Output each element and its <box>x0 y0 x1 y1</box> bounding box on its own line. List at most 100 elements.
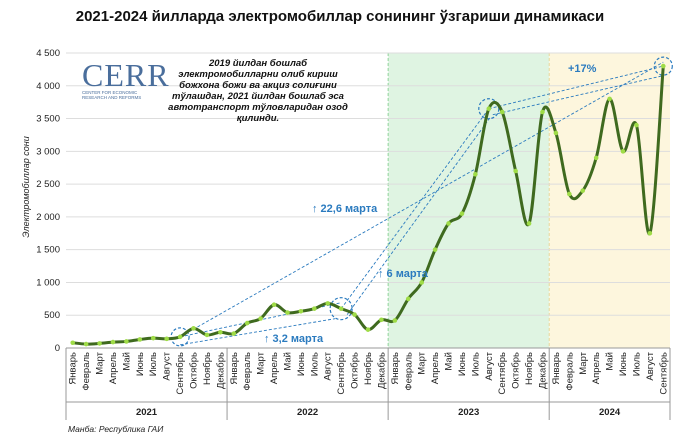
band-2024 <box>549 53 670 348</box>
highlight-circle <box>329 297 353 321</box>
trend-line-6x <box>340 108 490 309</box>
data-point <box>191 326 196 331</box>
x-tick-label: Июль <box>309 352 320 376</box>
data-point <box>432 247 438 252</box>
year-label: 2021 <box>136 407 158 418</box>
x-tick-label: Декабрь <box>537 352 548 389</box>
data-point <box>177 334 183 340</box>
data-point <box>352 312 357 317</box>
x-tick-label: Июнь <box>457 352 468 376</box>
y-tick-label: 3 500 <box>36 114 60 125</box>
highlight-circle <box>478 98 500 120</box>
x-tick-label: Ноябрь <box>202 352 213 385</box>
data-point <box>218 329 223 335</box>
data-point <box>83 341 89 347</box>
y-tick-label: 2 500 <box>36 179 60 190</box>
data-point <box>553 130 559 136</box>
cerr-logo: CERR CENTER FOR ECONOMIC RESEARCH AND RE… <box>82 57 170 100</box>
highlight-circle <box>653 56 673 76</box>
x-tick-label: Апрель <box>430 352 441 384</box>
logo-brand: CERR <box>82 57 170 93</box>
x-tick-label: Июнь <box>135 352 146 376</box>
data-point <box>258 316 263 321</box>
x-tick-label: Сентябрь <box>658 352 669 395</box>
data-point <box>513 168 518 174</box>
x-tick-label: Декабрь <box>376 352 387 389</box>
y-tick-label: 3 000 <box>36 146 60 157</box>
y-tick-label: 4 000 <box>36 81 60 92</box>
x-tick-label: Апрель <box>108 352 119 384</box>
data-point <box>607 96 612 102</box>
x-tick-label: Март <box>95 351 106 374</box>
x-tick-label: Апрель <box>269 352 280 384</box>
x-tick-label: Март <box>417 351 428 374</box>
data-point <box>499 109 505 115</box>
x-tick-label: Август <box>162 351 173 380</box>
data-point <box>231 331 237 336</box>
data-point <box>473 171 478 177</box>
x-tick-label: Февраль <box>81 352 92 391</box>
data-point <box>164 336 169 342</box>
annotation-label: ↑ 6 марта <box>378 268 429 280</box>
data-point <box>526 221 532 226</box>
y-tick-label: 1 000 <box>36 277 60 288</box>
data-point <box>405 296 411 302</box>
data-point <box>634 122 639 128</box>
source-note: Манба: Республика ГАИ <box>68 424 164 434</box>
y-tick-label: 4 500 <box>36 48 60 59</box>
x-tick-label: Сентябрь <box>497 352 508 395</box>
data-point <box>204 332 210 338</box>
data-point <box>365 327 371 332</box>
x-tick-label: Май <box>444 352 455 371</box>
x-tick-label: Сентябрь <box>175 352 186 395</box>
x-tick-label: Июль <box>148 352 159 376</box>
data-point <box>137 337 143 342</box>
x-tick-label: Ноябрь <box>524 352 535 385</box>
trend-line-17pct-lower <box>492 75 662 116</box>
y-tick-label: 2 000 <box>36 212 60 223</box>
year-label: 2022 <box>297 407 318 418</box>
x-tick-label: Октябрь <box>511 352 522 389</box>
annotation-label: +17% <box>568 63 597 75</box>
data-point <box>593 155 599 161</box>
x-tick-label: Сентябрь <box>336 352 347 395</box>
year-label: 2024 <box>599 407 621 418</box>
y-tick-label: 1 500 <box>36 245 60 256</box>
x-tick-label: Январь <box>229 352 240 385</box>
x-tick-label: Январь <box>390 352 401 385</box>
x-tick-label: Май <box>282 352 293 371</box>
data-point <box>312 306 317 311</box>
annotation-label: ↑ 22,6 марта <box>312 203 378 215</box>
x-tick-label: Октябрь <box>350 352 361 389</box>
data-point <box>419 280 424 285</box>
series-line <box>72 65 665 346</box>
x-tick-label: Июнь <box>296 352 307 376</box>
data-point <box>298 308 304 314</box>
data-point <box>660 63 666 69</box>
data-point <box>446 221 451 226</box>
data-point <box>124 339 129 344</box>
x-tick-label: Июль <box>470 352 481 376</box>
logo-subtitle: CENTER FOR ECONOMIC RESEARCH AND REFORMS <box>82 90 142 100</box>
data-point <box>150 335 156 341</box>
page-title: 2021-2024 йилларда электромобиллар сонин… <box>75 8 605 25</box>
data-point <box>580 188 586 193</box>
x-tick-label: Февраль <box>403 352 414 391</box>
x-tick-label: Январь <box>551 352 562 385</box>
data-point <box>486 106 492 112</box>
data-point <box>392 318 398 323</box>
x-tick-label: Август <box>323 351 334 380</box>
highlight-circle <box>170 327 190 347</box>
x-tick-label: Январь <box>68 352 79 385</box>
x-tick-label: Август <box>484 351 495 380</box>
x-tick-label: Март <box>256 351 267 374</box>
data-point <box>110 339 116 345</box>
data-point <box>620 149 626 154</box>
data-point <box>338 306 344 311</box>
data-point <box>271 302 277 308</box>
data-point <box>244 320 250 326</box>
y-tick-label: 0 <box>55 343 60 354</box>
x-tick-label: Июнь <box>618 352 629 376</box>
annotation-label: ↑ 3,2 марта <box>264 333 324 345</box>
